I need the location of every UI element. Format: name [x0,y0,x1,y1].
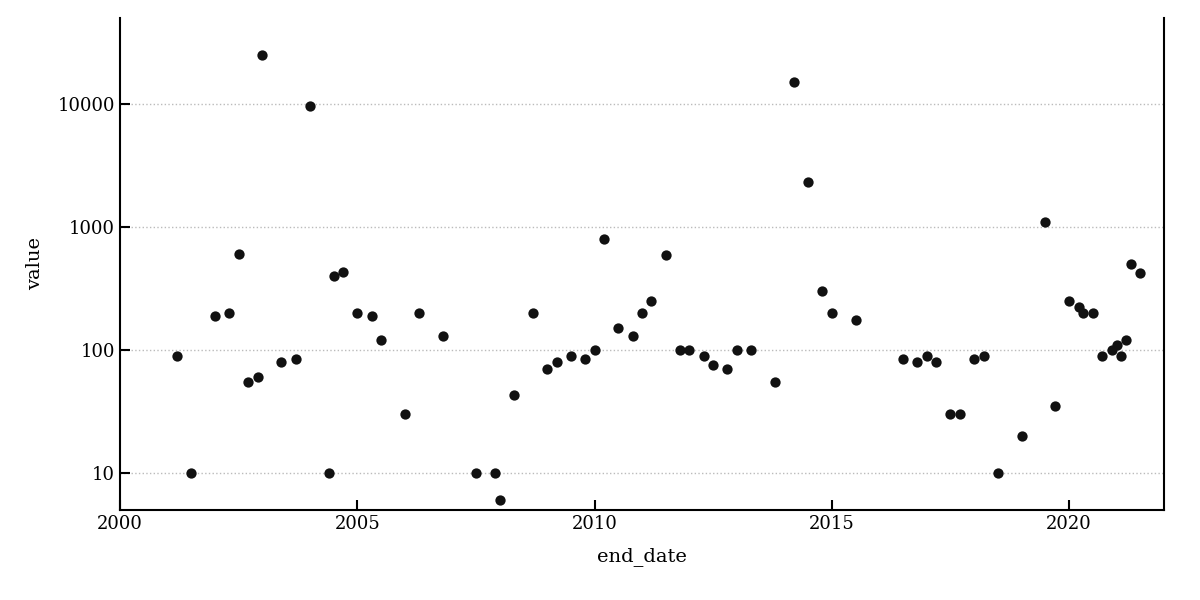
Point [1012,431,1031,441]
Point [950,409,970,419]
Point [205,311,224,320]
Point [694,351,713,361]
Point [286,354,305,364]
Point [1106,340,1126,350]
Point [893,354,913,364]
Point [1045,401,1064,411]
Point [965,354,984,364]
Point [362,311,382,320]
Point [680,345,700,355]
Point [727,345,746,355]
Point [1130,269,1150,278]
Point [348,308,367,318]
Point [917,351,936,361]
Point [1103,345,1122,355]
Point [504,390,523,400]
Point [1060,296,1079,306]
Point [594,234,613,244]
Point [372,335,391,345]
Point [409,308,428,318]
Point [253,50,272,60]
Point [974,351,994,361]
Point [220,308,239,318]
Point [334,267,353,277]
Point [766,377,785,387]
Point [538,364,557,374]
Point [562,351,581,361]
Point [1121,259,1140,269]
Point [812,286,832,296]
X-axis label: end_date: end_date [598,547,686,566]
Point [271,357,290,367]
Point [623,331,642,341]
Point [822,308,841,318]
Point [1036,217,1055,227]
Point [490,496,509,505]
Point [229,250,248,259]
Point [608,323,628,333]
Point [1093,351,1112,361]
Point [1074,308,1093,318]
Point [798,178,817,187]
Point [395,409,414,419]
Point [319,468,338,478]
Point [718,364,737,374]
Point [907,357,926,367]
Point [1069,302,1088,311]
Point [671,345,690,355]
Point [576,354,595,364]
Point [632,308,652,318]
Point [547,357,566,367]
Point [926,357,946,367]
Point [324,271,343,281]
Point [656,250,676,260]
Point [467,468,486,478]
Point [1084,308,1103,318]
Point [248,373,268,382]
Point [785,77,804,87]
Point [989,468,1008,478]
Y-axis label: value: value [25,238,43,290]
Point [433,331,452,341]
Point [239,377,258,387]
Point [523,308,542,318]
Point [584,345,604,355]
Point [846,315,865,325]
Point [167,351,186,361]
Point [642,296,661,306]
Point [742,345,761,355]
Point [1116,335,1135,345]
Point [300,101,319,110]
Point [703,361,722,370]
Point [1111,351,1130,361]
Point [941,409,960,419]
Point [485,468,504,478]
Point [181,468,200,478]
